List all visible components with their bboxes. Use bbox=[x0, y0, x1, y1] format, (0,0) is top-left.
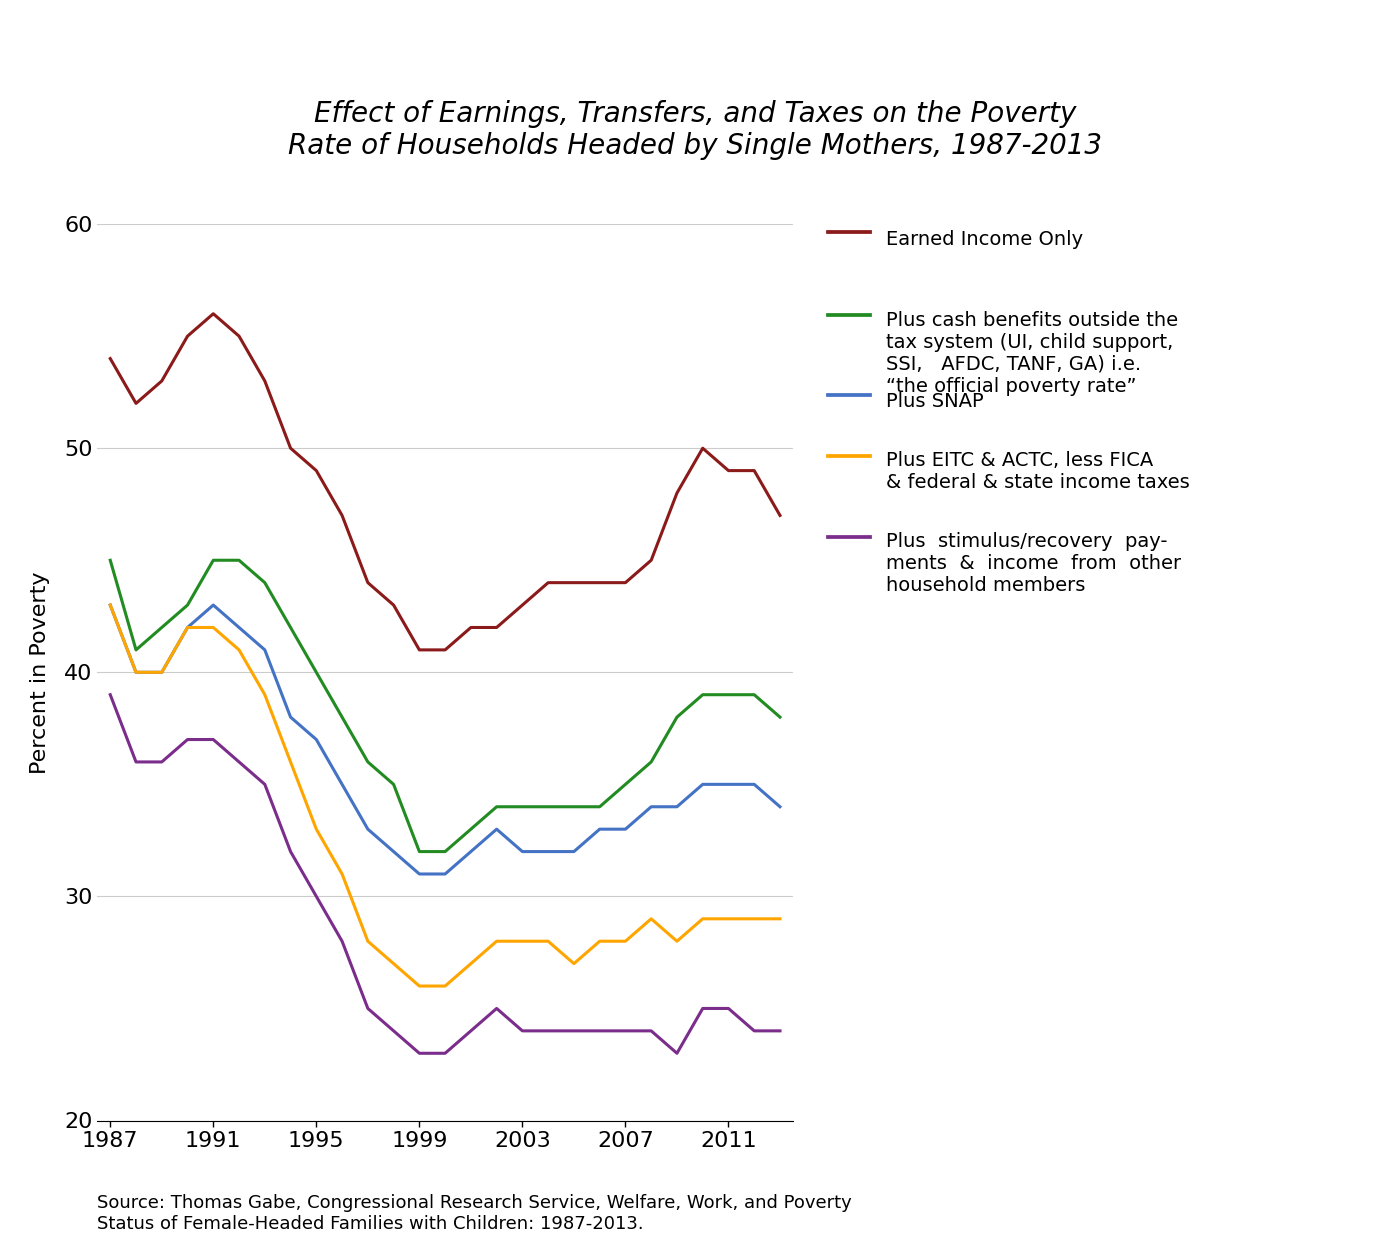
Text: Effect of Earnings, Transfers, and Taxes on the Poverty
Rate of Households Heade: Effect of Earnings, Transfers, and Taxes… bbox=[288, 100, 1103, 161]
Text: Source: Thomas Gabe, Congressional Research Service, Welfare, Work, and Poverty
: Source: Thomas Gabe, Congressional Resea… bbox=[97, 1194, 853, 1233]
Y-axis label: Percent in Poverty: Percent in Poverty bbox=[31, 571, 50, 773]
Legend: Earned Income Only, Plus cash benefits outside the
tax system (UI, child support: Earned Income Only, Plus cash benefits o… bbox=[828, 224, 1189, 568]
